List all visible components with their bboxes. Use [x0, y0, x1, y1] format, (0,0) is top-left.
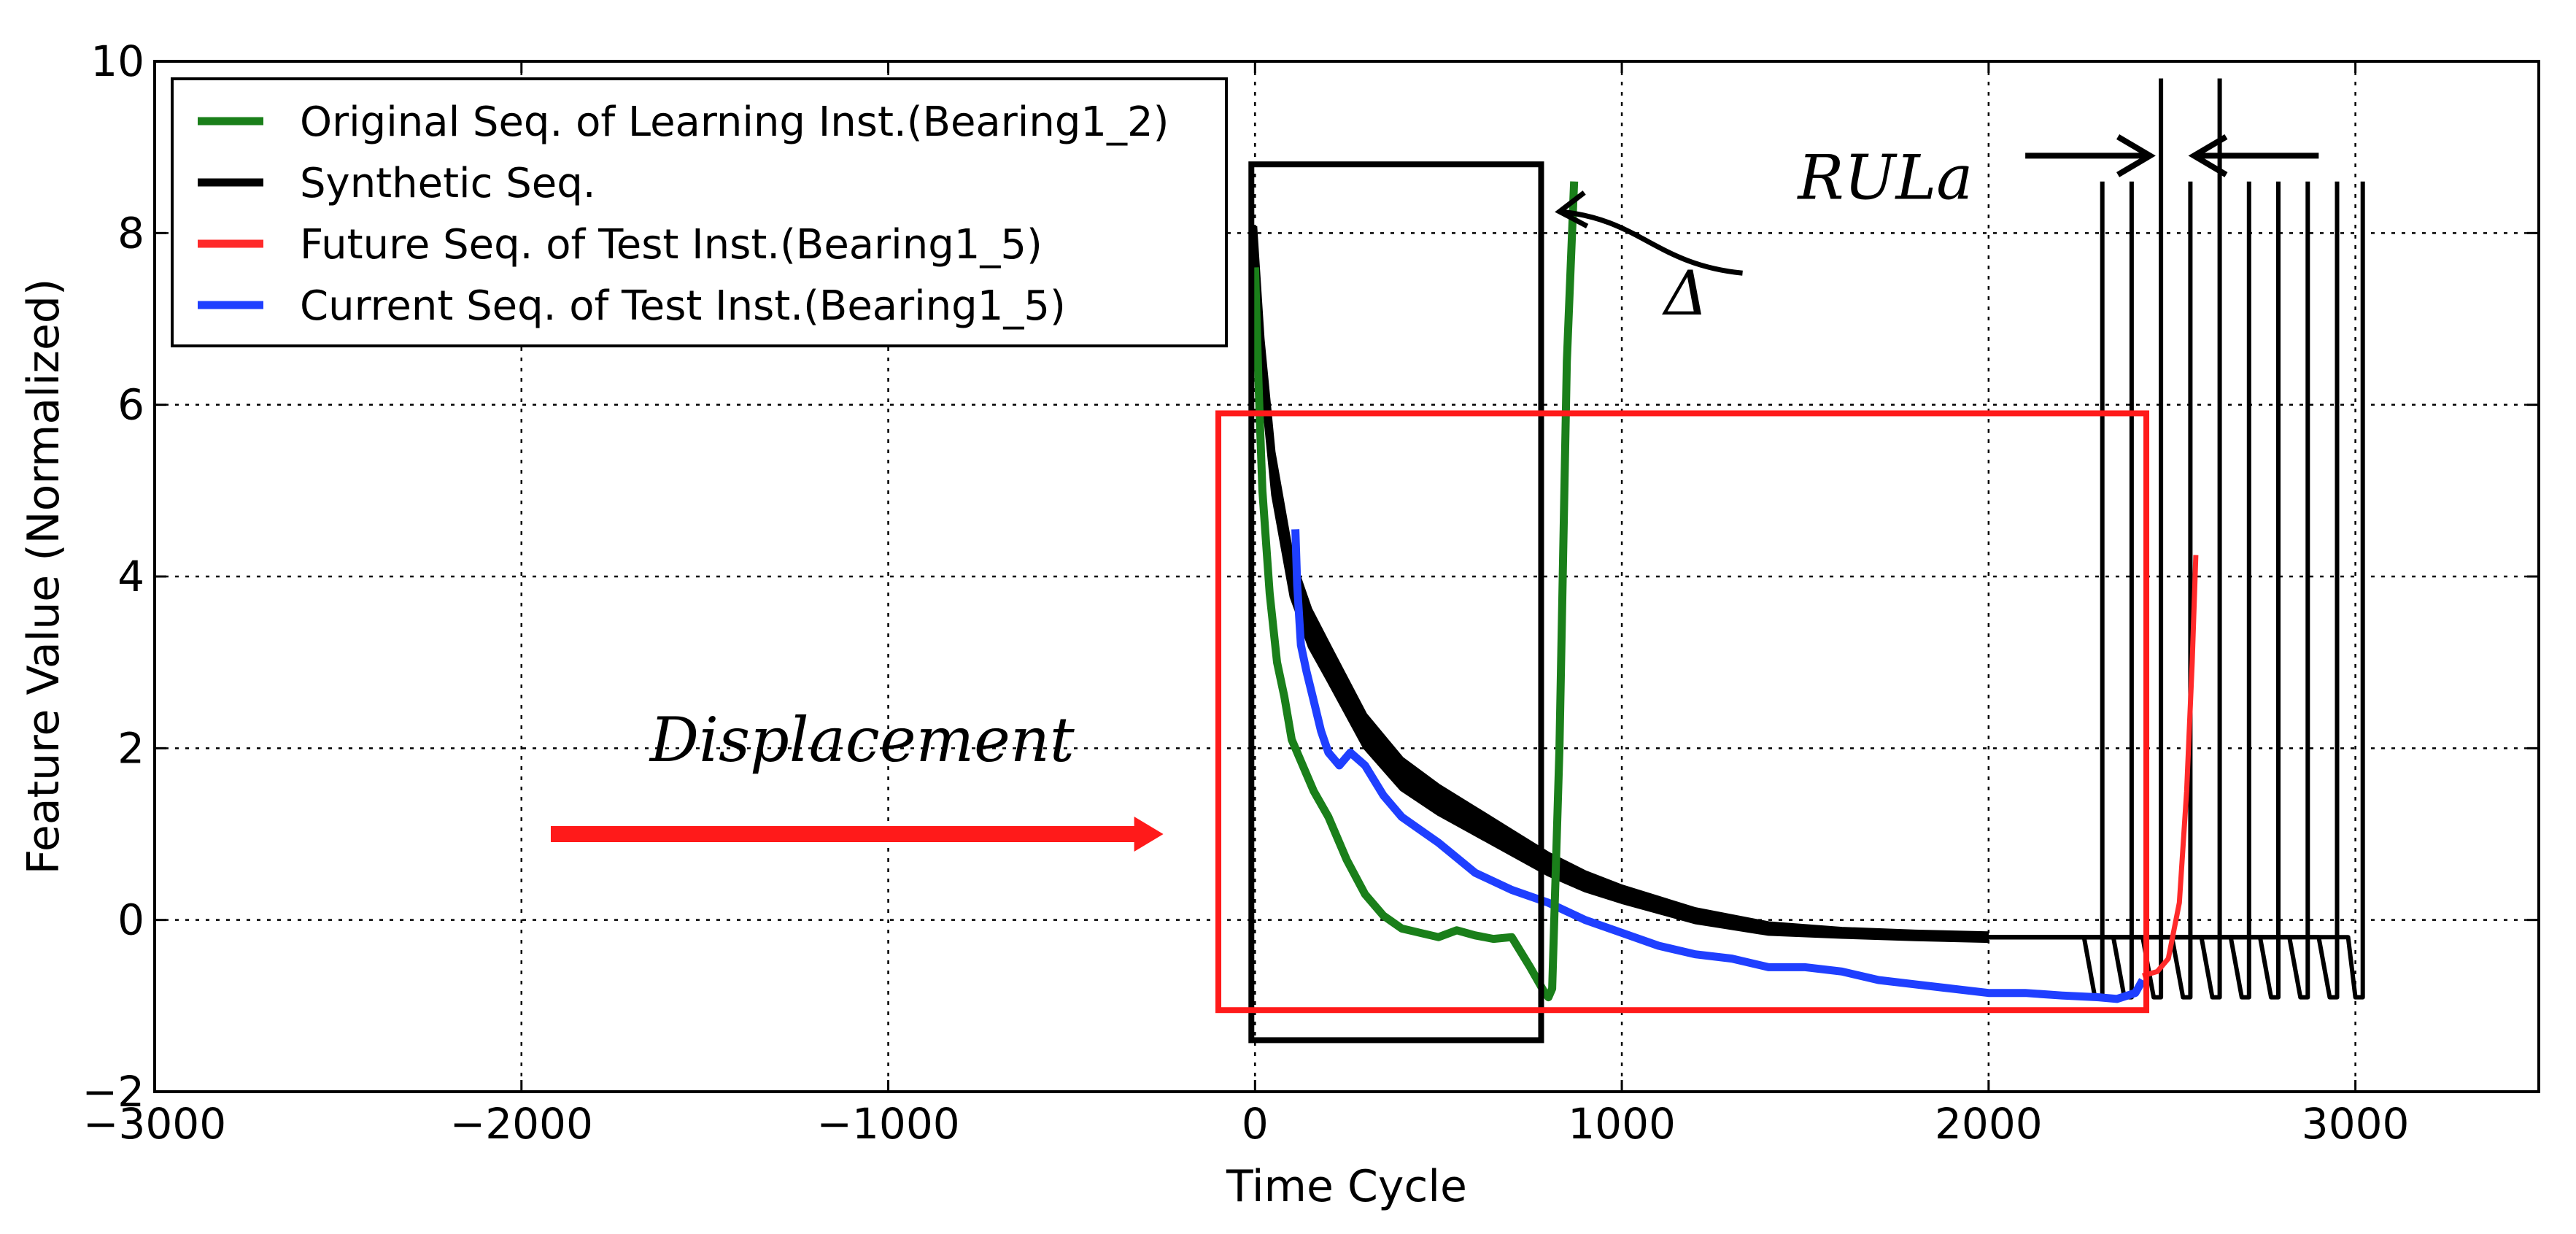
legend-label-original: Original Seq. of Learning Inst.(Bearing1… [300, 99, 1169, 146]
ticks: −3000 −2000 −1000 0 1000 2000 3000 −2 0 2 4 6 8 10 [82, 36, 2539, 1149]
x-axis-label: Time Cycle [1226, 1161, 1467, 1212]
highlight-box-black [1248, 161, 1544, 1044]
y-tick-label: 0 [117, 895, 144, 945]
y-tick-label: 6 [117, 380, 144, 430]
y-axis-label: Feature Value (Normalized) [18, 279, 69, 875]
displacement-arrow-head [1134, 817, 1164, 852]
series-original-line [1250, 181, 1579, 1002]
delta-arrow-curve [1559, 209, 1743, 276]
synthetic-ending-line [1988, 181, 2365, 1000]
synthetic-band-line [1253, 225, 1989, 936]
legend-label-synthetic: Synthetic Seq. [300, 160, 596, 207]
rula-left-arrow-head [2116, 134, 2156, 177]
annotation-delta: Δ [1662, 258, 1709, 329]
highlight-box-red [1215, 410, 2150, 1014]
y-tick-label: −2 [82, 1067, 145, 1117]
x-tick-label: 1000 [1568, 1099, 1676, 1149]
rula-right-arrow-head [2188, 134, 2228, 177]
plot-area [1250, 78, 2365, 1003]
x-tick-label: −1000 [816, 1099, 959, 1149]
legend-box [171, 77, 1228, 347]
y-tick-label: 8 [117, 208, 144, 258]
annotation-displacement: Displacement [649, 704, 1075, 776]
series-current-line [1291, 529, 2146, 1003]
x-tick-label: 2000 [1935, 1099, 2043, 1149]
x-tick-label: 3000 [2302, 1099, 2410, 1149]
x-tick-label: −3000 [83, 1099, 226, 1149]
annotations [550, 134, 2319, 1044]
legend-label-future: Future Seq. of Test Inst.(Bearing1_5) [300, 221, 1043, 269]
annotation-rula: RULa [1796, 142, 1973, 213]
series-future-line [2142, 555, 2199, 979]
grid [155, 61, 2539, 1092]
legend-label-current: Current Seq. of Test Inst.(Bearing1_5) [300, 282, 1066, 330]
x-tick-label: −2000 [450, 1099, 593, 1149]
y-tick-label: 4 [117, 552, 144, 601]
y-tick-label: 2 [117, 723, 144, 773]
y-tick-label: 10 [90, 36, 144, 86]
delta-arrow-head [1555, 190, 1589, 229]
legend: Original Seq. of Learning Inst.(Bearing1… [171, 77, 1228, 347]
x-tick-label: 0 [1242, 1099, 1269, 1149]
